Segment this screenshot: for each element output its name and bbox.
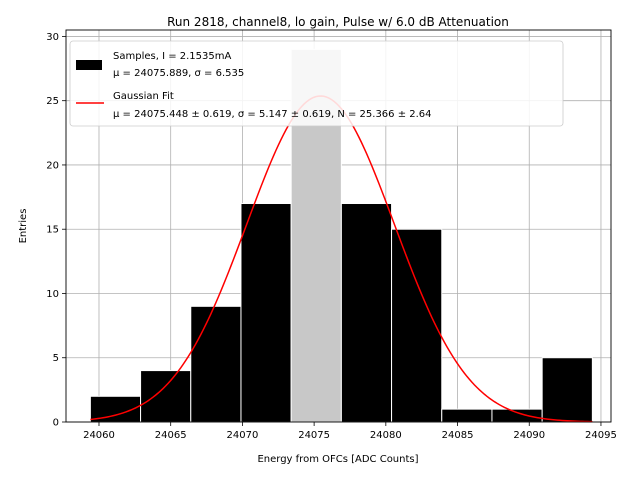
histogram-bar	[441, 408, 493, 423]
legend-samples-swatch	[76, 60, 102, 70]
x-tick-label: 24065	[155, 430, 187, 441]
y-tick-label: 30	[46, 32, 59, 43]
y-axis-label: Entries	[18, 209, 29, 244]
histogram-bar	[391, 228, 443, 423]
histogram-bar	[140, 370, 192, 423]
histogram-bar	[240, 203, 292, 423]
legend: Samples, I = 2.1535mA μ = 24075.889, σ =…	[69, 40, 564, 127]
legend-box	[69, 40, 564, 127]
x-axis-label: Energy from OFCs [ADC Counts]	[257, 454, 418, 465]
y-tick-label: 20	[46, 160, 59, 171]
y-tick-label: 10	[46, 289, 59, 300]
x-tick-label: 24085	[442, 430, 474, 441]
x-tick-label: 24080	[370, 430, 402, 441]
chart-title: Run 2818, channel8, lo gain, Pulse w/ 6.…	[167, 15, 509, 29]
histogram-bar	[491, 408, 543, 423]
y-tick-label: 5	[53, 353, 59, 364]
x-tick-label: 24060	[83, 430, 115, 441]
y-axis-ticks: 0 5 10 15 20 25 30	[46, 32, 66, 429]
x-tick-label: 24070	[227, 430, 259, 441]
legend-fit-line1: Gaussian Fit	[113, 91, 174, 102]
histogram-bar	[340, 203, 393, 423]
histogram-bar	[190, 305, 242, 423]
histogram-bar	[541, 357, 593, 423]
legend-fit-line2: μ = 24075.448 ± 0.619, σ = 5.147 ± 0.619…	[113, 109, 432, 120]
y-tick-label: 25	[46, 96, 59, 107]
legend-samples-line1: Samples, I = 2.1535mA	[113, 51, 231, 62]
axes-frame	[65, 29, 612, 423]
y-tick-label: 0	[53, 418, 59, 429]
x-tick-label: 24095	[585, 430, 617, 441]
x-axis-ticks: 24060 24065 24070 24075 24080 24085 24090 24095	[83, 422, 617, 441]
y-tick-label: 15	[46, 225, 59, 236]
x-tick-label: 24075	[298, 430, 330, 441]
legend-samples-line2: μ = 24075.889, σ = 6.535	[113, 68, 244, 79]
x-tick-label: 24090	[513, 430, 545, 441]
